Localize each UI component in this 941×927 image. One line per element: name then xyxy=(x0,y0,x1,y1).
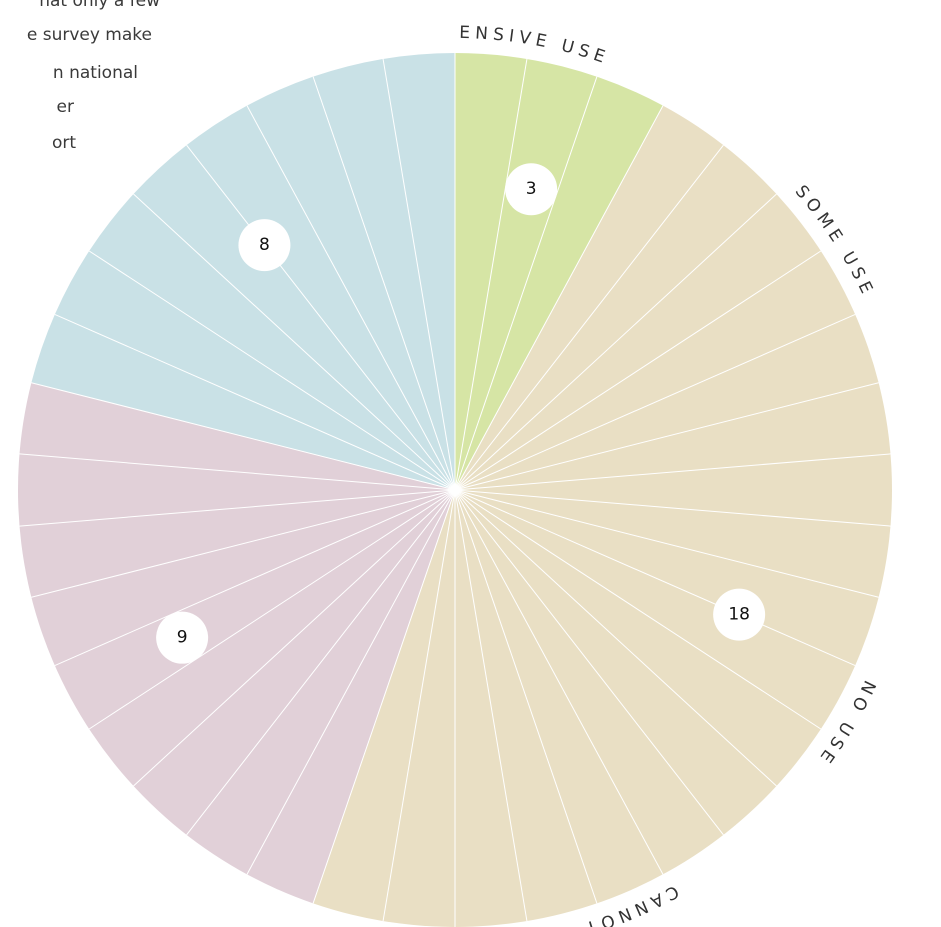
value-bubble xyxy=(156,611,209,664)
value-label: 3 xyxy=(526,179,537,199)
unit-divider xyxy=(454,489,822,730)
value-label: 9 xyxy=(177,628,188,648)
unit-divider xyxy=(312,76,456,491)
unit-divider xyxy=(454,76,598,491)
unit-divider xyxy=(454,489,724,836)
unit-divider xyxy=(133,193,456,491)
unit-divider xyxy=(54,314,456,491)
value-label: 18 xyxy=(728,605,750,625)
unit-divider xyxy=(454,489,777,787)
note-line: er xyxy=(57,97,74,117)
unit-divider xyxy=(454,193,777,491)
unit-divider xyxy=(454,489,598,904)
note-line: ort xyxy=(52,133,76,153)
unit-divider xyxy=(454,144,724,491)
value-bubble xyxy=(713,588,766,641)
unit-divider xyxy=(454,58,528,491)
unit-divider xyxy=(454,489,664,875)
unit-divider xyxy=(19,453,456,491)
unit-divider xyxy=(88,250,456,491)
unit-divider xyxy=(31,489,456,598)
unit-divider xyxy=(454,489,879,598)
pie-sector xyxy=(455,53,663,490)
unit-divider xyxy=(31,382,456,491)
pie-sector xyxy=(313,105,892,927)
unit-divider xyxy=(54,489,456,666)
unit-divider xyxy=(454,105,664,491)
unit-divider xyxy=(454,314,856,491)
unit-divider xyxy=(186,489,456,836)
note-line: n national xyxy=(53,63,138,83)
value-label: 8 xyxy=(259,235,270,255)
unit-divider xyxy=(133,489,456,787)
unit-divider xyxy=(454,382,879,491)
note-line: e survey make xyxy=(27,25,152,45)
note-line: hat only a few xyxy=(39,0,160,11)
unit-divider xyxy=(19,489,456,527)
pie-sector xyxy=(31,52,456,491)
unit-divider xyxy=(246,489,456,875)
unit-divider xyxy=(454,489,856,666)
unit-divider xyxy=(454,489,528,922)
unit-divider xyxy=(454,250,822,491)
pie-sector xyxy=(18,382,456,904)
unit-divider xyxy=(454,489,891,527)
unit-divider xyxy=(246,105,456,491)
unit-divider xyxy=(382,58,456,491)
value-bubble xyxy=(238,219,291,272)
unit-divider xyxy=(312,489,456,904)
unit-divider xyxy=(454,453,891,491)
unit-divider xyxy=(186,144,456,491)
center-dot xyxy=(450,485,460,495)
value-bubble xyxy=(505,163,558,216)
unit-divider xyxy=(382,489,456,922)
unit-divider xyxy=(88,489,456,730)
